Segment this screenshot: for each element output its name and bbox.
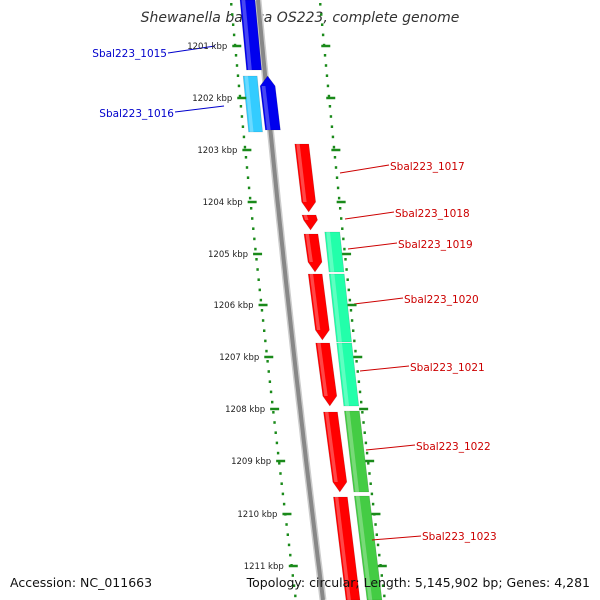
gene-sbal223-1023-cds-shade (334, 497, 351, 600)
gene-sbal223-1019-cds-shade (305, 234, 313, 262)
gene-sbal223-1017-cds (294, 143, 316, 213)
gene-labels: Sbal223_1015 Sbal223_1016 Sbal223_1017 Sbal… (92, 45, 497, 543)
gene-sbal223-1021-feature (336, 342, 360, 407)
gene-sbal223-1017-cds-shade (296, 144, 307, 202)
left-tick-rail (230, 3, 297, 598)
gene-sbal223-1021-cds-shade (317, 343, 328, 396)
gene-sbal223-1022-feature-shade (345, 411, 360, 492)
scale-label: 1202 kbp (192, 94, 232, 104)
gene-sbal223-1019-cds (303, 233, 323, 273)
gene-label-leader (371, 535, 422, 541)
gene-sbal223-1016-feature-shade (244, 76, 254, 132)
scale-label: 1203 kbp (197, 146, 237, 156)
scale-label: 1201 kbp (187, 42, 227, 52)
gene-label: Sbal223_1018 (395, 208, 470, 220)
gene-sbal223-1018-cds (301, 214, 318, 231)
gene-label: Sbal223_1015 (92, 48, 167, 60)
scale-labels: 1201 kbp 1202 kbp 1203 kbp 1204 kbp 1205 kbp… (187, 42, 387, 572)
gene-sbal223-1022-cds (323, 411, 348, 493)
map-title: Shewanella baltica OS223, complete genom… (140, 10, 460, 26)
gene-label-leader (353, 297, 404, 305)
gene-sbal223-1019-feature-shade (326, 232, 335, 272)
gene-label-leader (365, 444, 416, 451)
gene-label: Sbal223_1021 (410, 362, 485, 374)
gene-sbal223-1020-feature-shade (330, 274, 342, 342)
scale-label: 1209 kbp (231, 457, 271, 467)
gene-label: Sbal223_1022 (416, 441, 491, 453)
gene-sbal223-1015-cds-shade (241, 0, 252, 70)
gene-sbal223-1016-feature (242, 75, 263, 133)
gene-sbal223-1021-cds (315, 342, 338, 407)
gene-sbal223-1021-feature-shade (338, 343, 350, 406)
gene-sbal223-1016-cds (259, 75, 281, 131)
gene-label-leader (339, 164, 390, 174)
gene-label-leader (347, 242, 398, 250)
gene-sbal223-1016-cds-shade (261, 86, 271, 130)
scale-label: 1207 kbp (219, 353, 259, 363)
scale-label: 1205 kbp (208, 250, 248, 260)
gene-label-leader (167, 45, 216, 54)
scale-label: 1204 kbp (203, 198, 243, 208)
gene-sbal223-1022-cds-shade (324, 412, 338, 482)
gene-label: Sbal223_1023 (422, 531, 497, 543)
gene-features (239, 0, 383, 600)
topology-text: Topology: circular; Length: 5,145,902 bp… (246, 575, 590, 590)
gene-sbal223-1020-cds-shade (309, 274, 321, 330)
gene-sbal223-1023-cds (333, 496, 361, 600)
gene-label: Sbal223_1016 (99, 108, 174, 120)
gene-label: Sbal223_1019 (398, 239, 473, 251)
scale-ticks (230, 3, 386, 598)
gene-label: Sbal223_1017 (390, 161, 465, 173)
right-tick-rail (319, 3, 386, 598)
scale-label: 1211 kbp (244, 562, 284, 572)
gene-label-leader (359, 365, 410, 372)
gene-sbal223-1020-feature (328, 273, 352, 343)
scale-label: 1208 kbp (225, 405, 265, 415)
gene-sbal223-1023-feature (353, 495, 383, 600)
gene-label-leader (174, 105, 225, 113)
gene-sbal223-1018-cds-shade (303, 215, 309, 220)
gene-label-leader (344, 211, 395, 220)
scale-label: 1210 kbp (237, 510, 277, 520)
gene-sbal223-1020-cds (307, 273, 330, 341)
scale-label: 1206 kbp (213, 301, 253, 311)
gene-sbal223-1019-feature (324, 231, 345, 273)
gene-sbal223-1022-feature (344, 410, 370, 493)
gene-label: Sbal223_1020 (404, 294, 479, 306)
accession-text: Accession: NC_011663 (10, 575, 153, 590)
gene-sbal223-1015-cds (239, 0, 262, 71)
gene-sbal223-1023-feature-shade (355, 496, 373, 600)
